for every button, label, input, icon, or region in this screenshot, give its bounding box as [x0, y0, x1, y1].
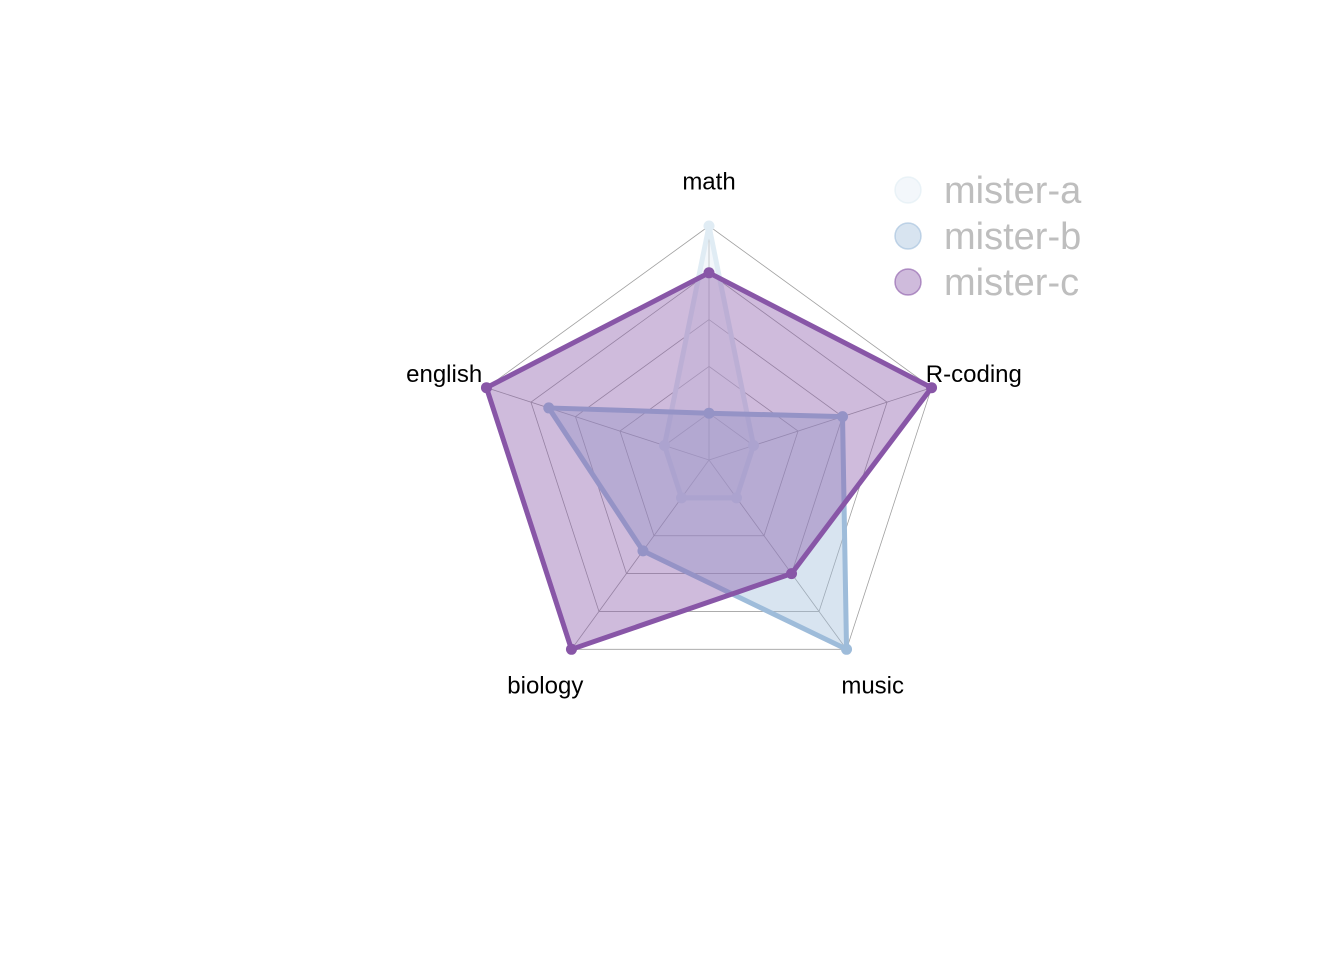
series-mister-c — [480, 267, 938, 655]
series-polygon — [546, 405, 850, 652]
data-point — [703, 267, 715, 279]
data-point — [837, 411, 849, 423]
data-point — [731, 492, 743, 504]
data-point — [926, 382, 938, 394]
series-polygon — [661, 223, 757, 501]
axis-label: english — [406, 361, 482, 388]
grid-ring — [619, 365, 799, 537]
grid-ring — [485, 225, 933, 650]
axis-labels: math english biology music R-coding — [406, 169, 1022, 700]
grid-spoke — [708, 387, 932, 461]
data-point — [786, 568, 798, 580]
data-point — [543, 402, 555, 414]
data-point — [703, 220, 715, 232]
legend-label: mister-c — [944, 262, 1079, 304]
legend-marker — [894, 176, 922, 204]
grid-ring — [530, 272, 888, 612]
data-point — [703, 407, 715, 419]
grid-spoke — [708, 459, 847, 650]
legend-label: mister-b — [944, 216, 1081, 258]
legend-label: mister-a — [944, 170, 1082, 212]
radar-grid — [485, 225, 933, 650]
series-polygon — [483, 270, 935, 652]
axis-label: R-coding — [926, 361, 1022, 388]
data-point — [841, 643, 853, 655]
data-point — [637, 545, 649, 557]
data-point — [675, 492, 687, 504]
data-point — [658, 440, 670, 452]
axis-label: biology — [507, 672, 583, 699]
data-point — [480, 382, 492, 394]
axis-label: math — [682, 169, 735, 196]
axis-label: music — [841, 672, 904, 699]
radar-series — [480, 220, 938, 655]
data-point — [565, 643, 577, 655]
series-mister-a — [658, 220, 760, 504]
data-point — [748, 440, 760, 452]
series-mister-b — [543, 402, 853, 655]
grid-spoke — [486, 387, 710, 461]
grid-ring — [575, 319, 843, 574]
legend-marker — [894, 268, 922, 296]
legend-marker — [894, 222, 922, 250]
